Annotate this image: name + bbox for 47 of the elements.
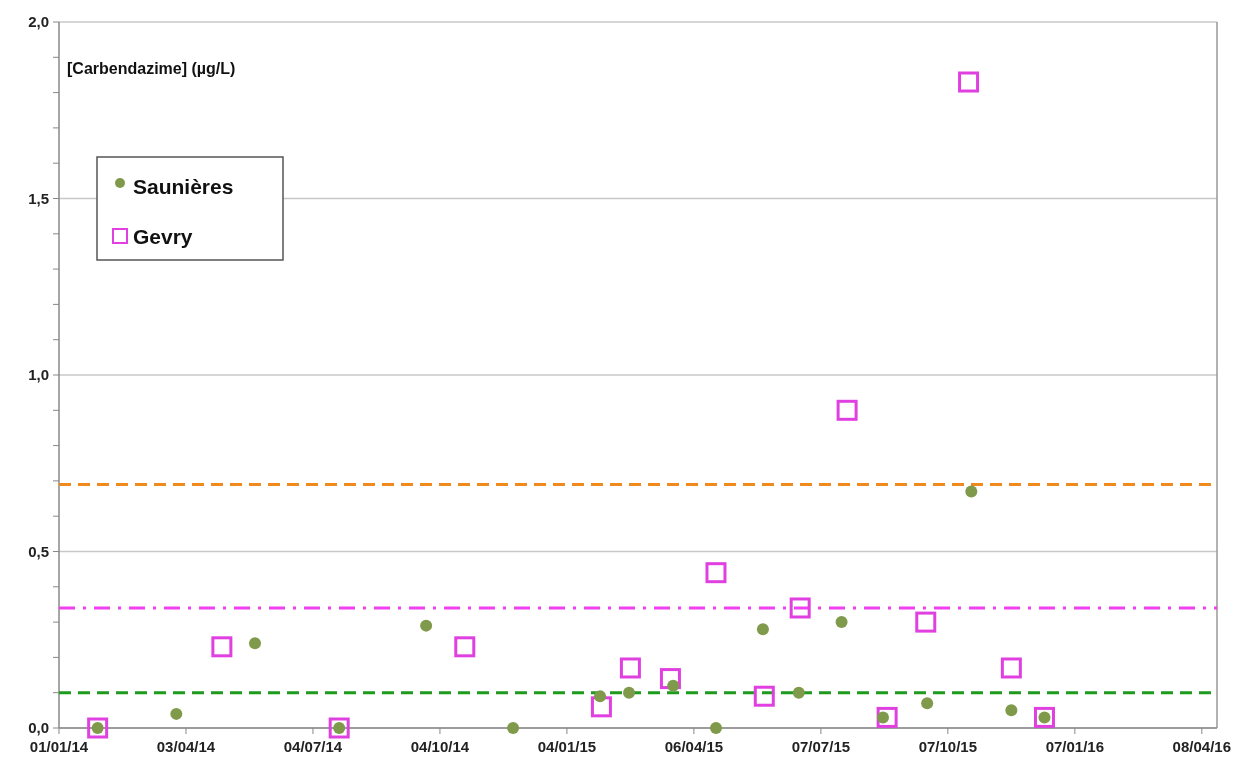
x-tick-label: 04/01/15 bbox=[537, 738, 597, 755]
x-tick-label: 08/04/16 bbox=[1172, 738, 1232, 755]
point bbox=[709, 722, 722, 734]
y-tick-label: 0,0 bbox=[28, 719, 49, 737]
x-tick-label: 07/10/15 bbox=[918, 738, 978, 755]
point bbox=[328, 717, 350, 739]
point bbox=[1033, 706, 1055, 728]
point bbox=[507, 722, 520, 734]
point bbox=[420, 619, 433, 632]
point bbox=[965, 485, 978, 498]
point bbox=[753, 685, 775, 707]
point bbox=[454, 636, 476, 658]
y-tick-label: 1,5 bbox=[28, 189, 49, 207]
y-tick-label: 0,5 bbox=[28, 542, 49, 560]
x-tick-label: 01/01/14 bbox=[29, 738, 89, 755]
point bbox=[619, 657, 641, 679]
point bbox=[921, 697, 934, 710]
x-tick-label: 06/04/15 bbox=[664, 738, 724, 755]
point bbox=[876, 706, 898, 728]
y-axis-title: [Carbendazime] (µg/L) bbox=[67, 60, 236, 77]
point bbox=[792, 686, 805, 699]
y-tick-label: 2,0 bbox=[28, 13, 49, 31]
point bbox=[623, 686, 636, 699]
point bbox=[835, 616, 848, 629]
point bbox=[659, 668, 681, 690]
point bbox=[705, 562, 727, 584]
point bbox=[590, 696, 612, 718]
point bbox=[1005, 704, 1018, 717]
point bbox=[594, 690, 607, 703]
y-tick-label: 1,0 bbox=[28, 366, 49, 384]
point bbox=[958, 71, 980, 93]
point bbox=[170, 707, 183, 720]
point bbox=[756, 623, 769, 636]
x-tick-label: 03/04/14 bbox=[156, 738, 216, 755]
point bbox=[87, 717, 109, 739]
x-tick-label: 04/07/14 bbox=[283, 738, 343, 755]
x-tick-label: 07/07/15 bbox=[791, 738, 851, 755]
point bbox=[1000, 657, 1022, 679]
point bbox=[248, 637, 261, 650]
x-tick-label: 04/10/14 bbox=[410, 738, 470, 755]
point bbox=[836, 399, 858, 421]
x-tick-label: 07/01/16 bbox=[1045, 738, 1105, 755]
point bbox=[211, 636, 233, 658]
point bbox=[789, 597, 811, 619]
point bbox=[915, 611, 937, 633]
legend-label: Saunières bbox=[133, 175, 234, 198]
legend-label: Gevry bbox=[133, 225, 193, 248]
